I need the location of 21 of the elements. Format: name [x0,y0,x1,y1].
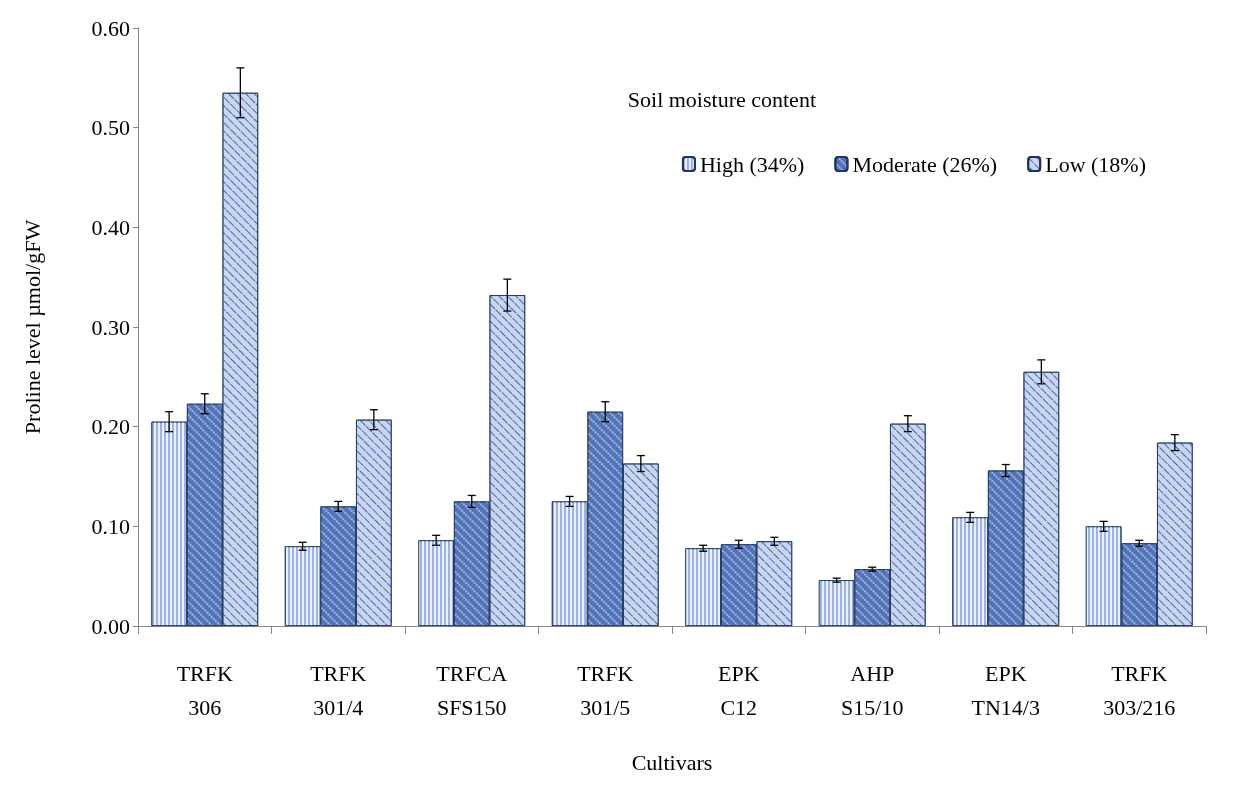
y-tick-label: 0.10 [91,513,130,539]
y-tick-label: 0.30 [91,314,130,340]
y-tick-label: 0.50 [91,115,130,141]
x-tick-label: TRFK 301/4 [310,660,367,720]
x-tick-label: TRFCA SFS150 [436,660,508,720]
legend-label: Moderate (26%) [852,151,998,177]
x-tick-label: AHP S15/10 [841,660,904,720]
y-tick-label: 0.60 [91,15,130,41]
legend-label: Low (18%) [1045,151,1147,177]
legend-label: High (34%) [699,151,805,177]
x-tick-label: TRFK 301/5 [577,660,634,720]
y-tick-label: 0.00 [91,613,130,639]
y-tick-label: 0.20 [91,414,130,440]
x-axis-title: Cultivars [631,749,713,775]
y-axis-title: Proline level µmol/gFW [19,219,45,435]
legend-title: Soil moisture content [627,86,816,112]
x-tick-label: EPK C12 [717,660,760,720]
y-tick-label: 0.40 [91,214,130,240]
x-tick-label: TRFK 306 [176,660,233,720]
x-tick-label: EPK TN14/3 [971,660,1040,720]
x-tick-label: TRFK 303/216 [1103,660,1176,720]
